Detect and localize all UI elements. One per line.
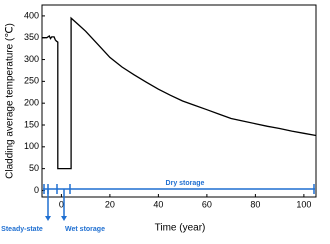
annotation: Dry storage (166, 180, 205, 187)
annotation: Wet storage (65, 226, 105, 233)
y-tick-label: 250 (24, 76, 39, 86)
x-tick-label: 20 (105, 199, 115, 209)
y-tick-label: 300 (24, 54, 39, 64)
arrow-head (45, 216, 51, 221)
annotation: Steady-state (1, 226, 43, 233)
y-tick-label: 50 (29, 163, 39, 173)
plot-frame (41, 4, 317, 198)
arrow-head (61, 216, 67, 221)
x-tick-label: 80 (250, 199, 260, 209)
line-series (42, 16, 317, 170)
x-tick-label: 0 (59, 199, 64, 209)
x-tick-label: 60 (202, 199, 212, 209)
y-tick-label: 200 (24, 98, 39, 108)
y-tick-label: 0 (34, 185, 39, 195)
x-tick-label: 40 (153, 199, 163, 209)
y-axis-label: Cladding average temperature (℃) (5, 23, 16, 179)
x-tick-label: 100 (296, 199, 311, 209)
y-tick-label: 150 (24, 119, 39, 129)
y-tick-label: 400 (24, 10, 39, 20)
y-tick-label: 100 (24, 141, 39, 151)
y-tick-label: 350 (24, 32, 39, 42)
x-axis-label: Time (year) (155, 223, 206, 234)
